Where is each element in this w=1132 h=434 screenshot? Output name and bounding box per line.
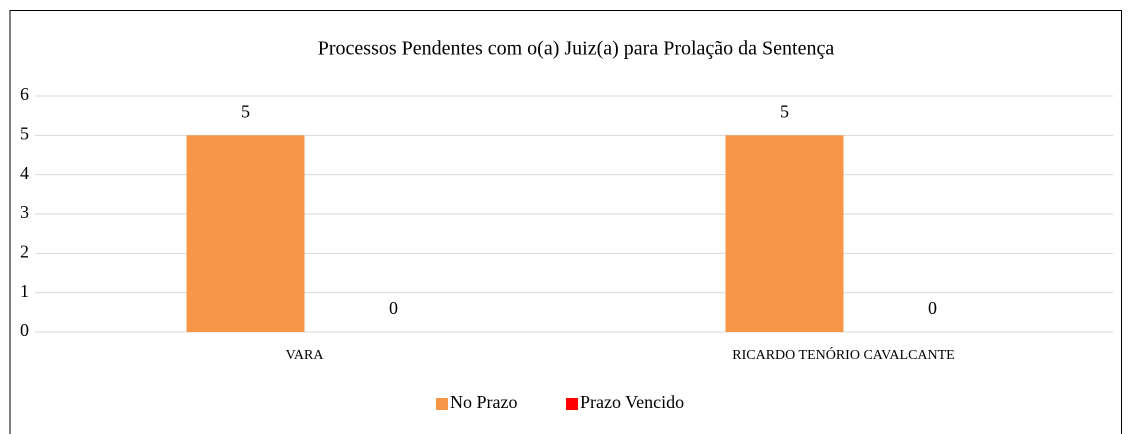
y-tick-label: 4: [20, 163, 29, 183]
chart-title: Processos Pendentes com o(a) Juiz(a) par…: [318, 38, 835, 60]
y-tick-label: 3: [20, 202, 29, 222]
x-tick-label: RICARDO TENÓRIO CAVALCANTE: [732, 346, 954, 363]
data-label: 0: [928, 298, 937, 318]
y-tick-label: 5: [20, 123, 29, 143]
y-tick-label: 1: [20, 281, 29, 301]
chart-border: [9, 10, 1122, 434]
legend-swatch: [566, 398, 578, 410]
data-label: 0: [389, 298, 398, 318]
bar: [186, 135, 305, 332]
y-tick-label: 0: [20, 320, 29, 340]
legend-swatch: [436, 398, 448, 410]
data-label: 5: [780, 101, 789, 121]
x-tick-label: VARA: [286, 348, 325, 363]
legend-label: Prazo Vencido: [580, 392, 684, 412]
legend-label: No Prazo: [450, 392, 517, 412]
bar: [725, 135, 844, 332]
data-label: 5: [241, 101, 250, 121]
y-tick-label: 6: [20, 84, 29, 104]
y-tick-label: 2: [20, 241, 29, 261]
